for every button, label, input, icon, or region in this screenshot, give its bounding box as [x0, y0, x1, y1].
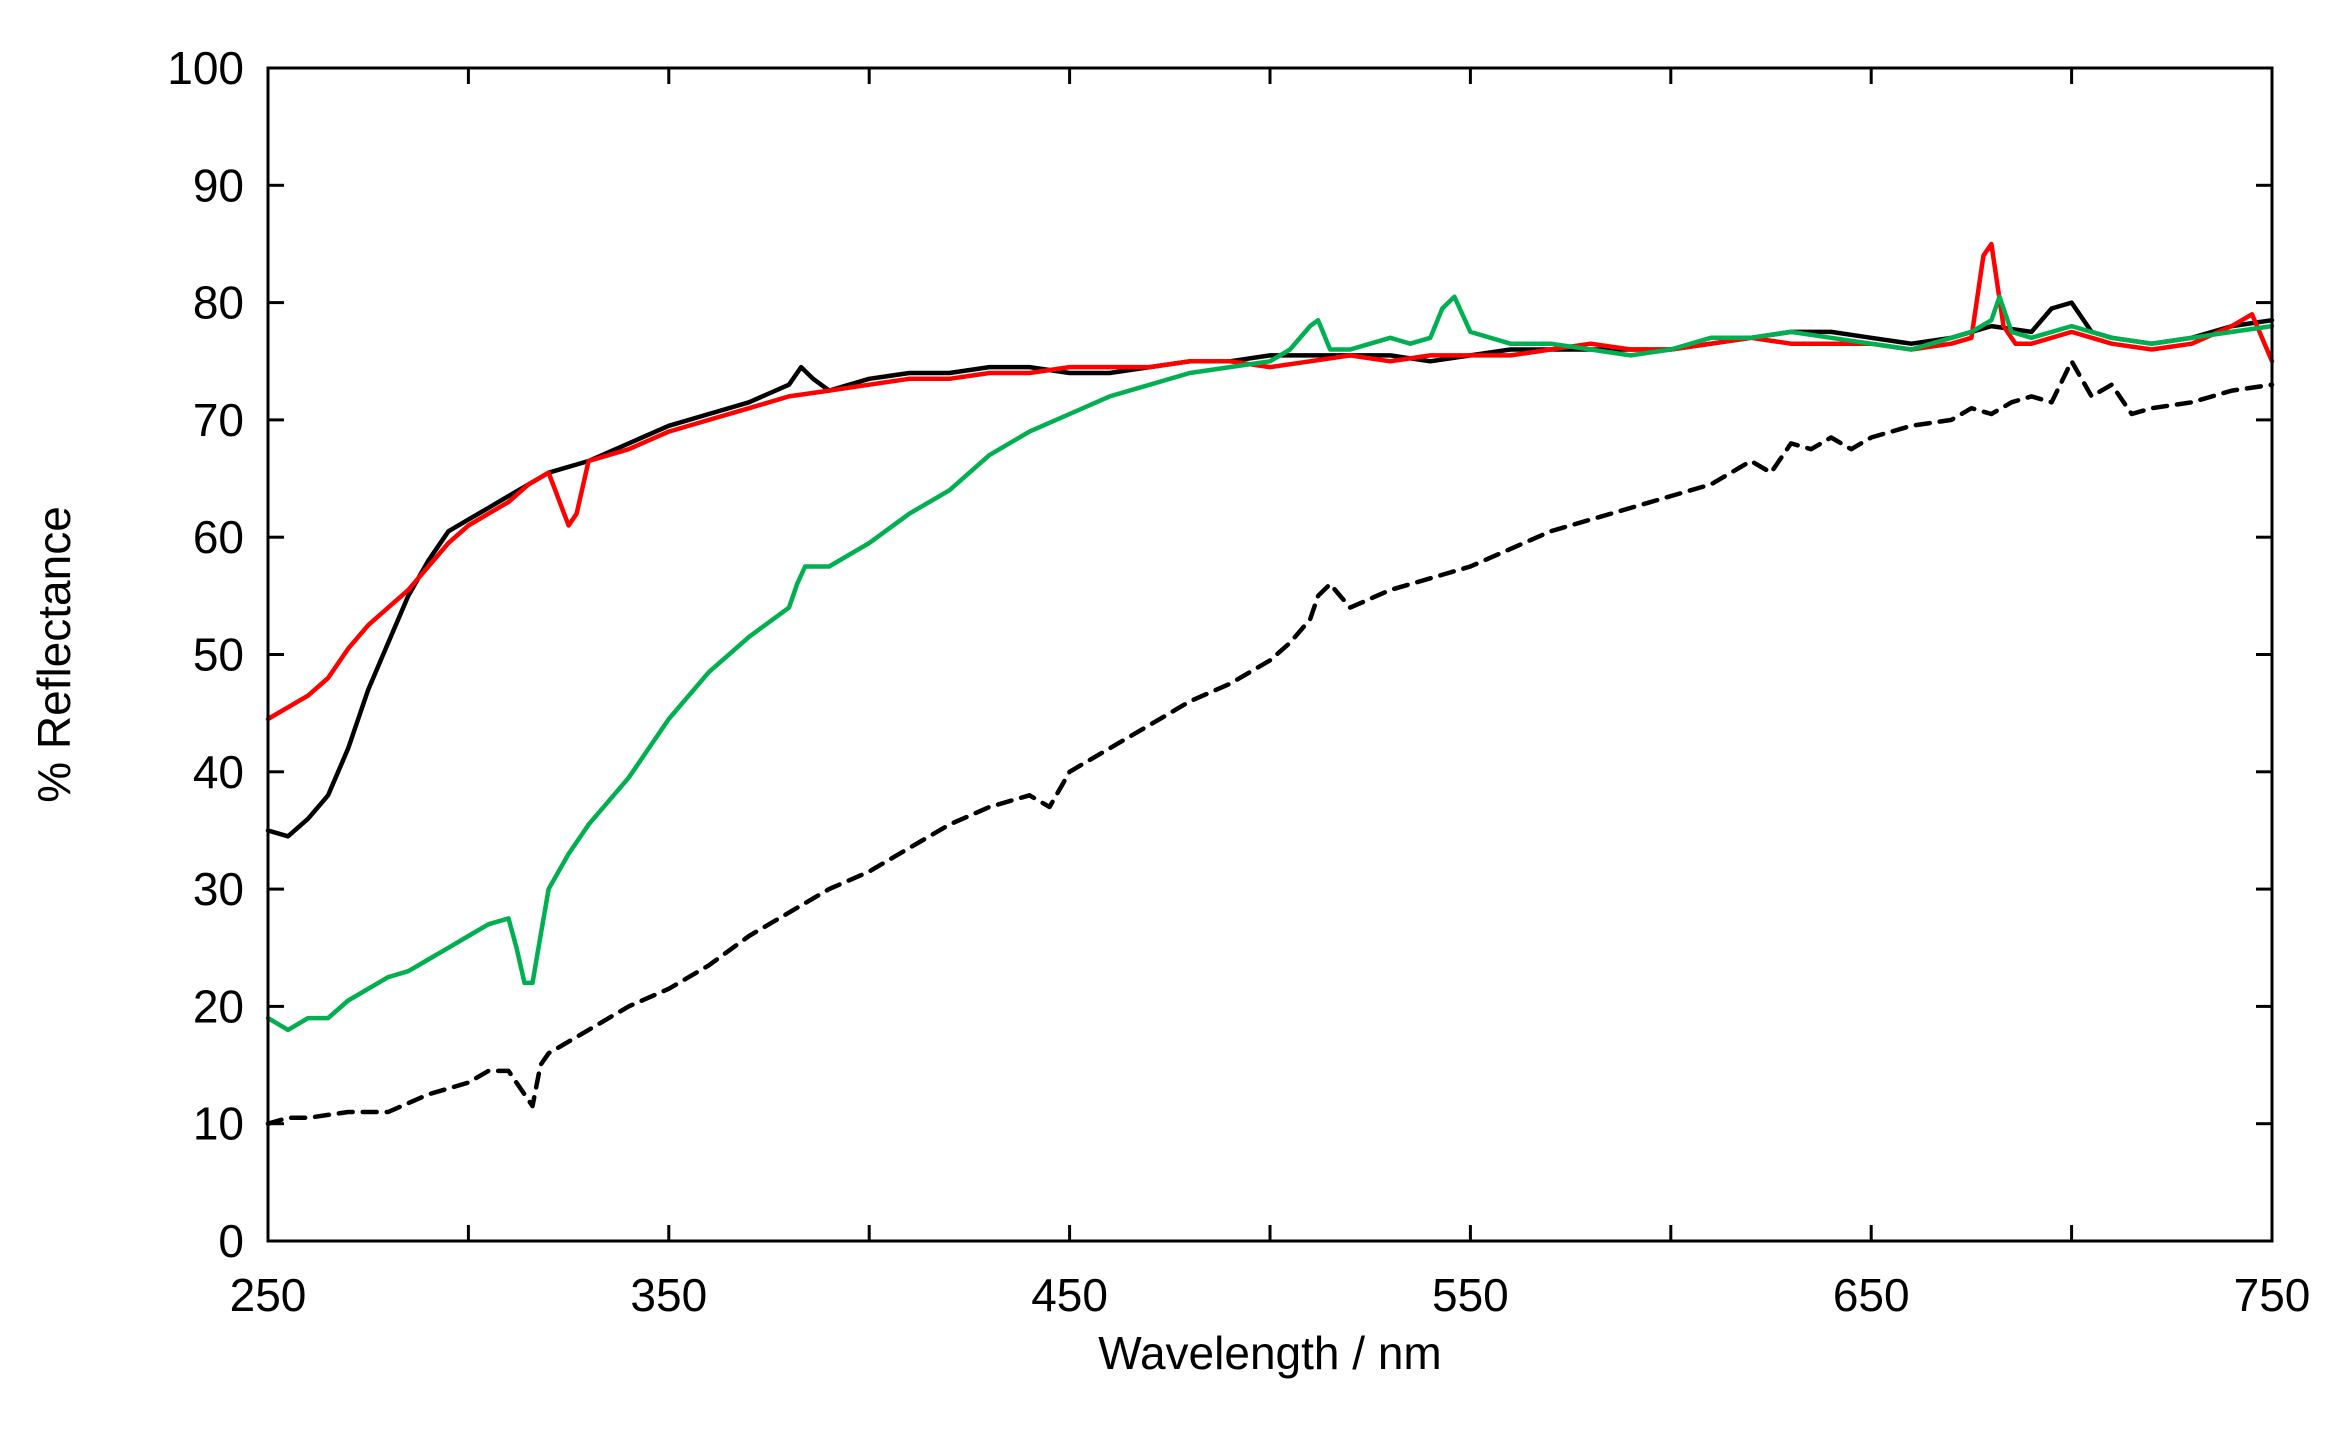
y-tick-label: 100 [167, 42, 244, 94]
series-group [265, 241, 2275, 1126]
y-tick-label: 50 [193, 629, 244, 681]
axis-ticks [268, 68, 2272, 1241]
y-tick-label: 40 [193, 746, 244, 798]
series-line-4 [265, 294, 2275, 1033]
y-tick-label: 90 [193, 159, 244, 211]
y-tick-label: 80 [193, 277, 244, 329]
y-tick-label: 20 [193, 980, 244, 1032]
x-tick-label: 250 [230, 1269, 307, 1321]
series-line-2 [265, 300, 2275, 839]
x-tick-label: 550 [1432, 1269, 1509, 1321]
y-tick-label: 10 [193, 1098, 244, 1150]
x-axis-label: Wavelength / nm [1098, 1327, 1441, 1379]
y-tick-label: 60 [193, 511, 244, 563]
plot-frame [266, 66, 2274, 1243]
x-tick-label: 350 [630, 1269, 707, 1321]
series-line-1 [265, 359, 2275, 1126]
y-tick-label: 70 [193, 394, 244, 446]
x-tick-label: 750 [2234, 1269, 2311, 1321]
x-tick-label: 450 [1031, 1269, 1108, 1321]
tick-labels: 250 350 450 550 650 750 0 10 20 30 40 50 60 70 80 90 100 [167, 42, 2310, 1321]
y-tick-label: 0 [218, 1215, 244, 1267]
x-tick-label: 650 [1833, 1269, 1910, 1321]
series-line-3 [265, 241, 2275, 722]
y-axis-label: % Reflectance [28, 506, 80, 803]
y-tick-label: 30 [193, 863, 244, 915]
